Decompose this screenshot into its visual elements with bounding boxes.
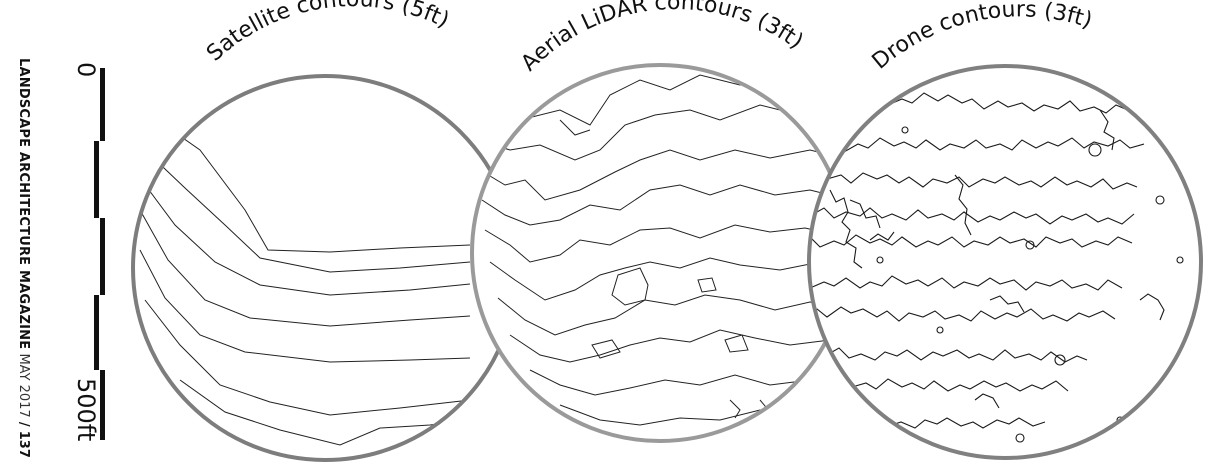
drone-title: Drone contours (3ft) xyxy=(868,0,1095,75)
scale-bar xyxy=(94,68,105,440)
aerial-lidar-contour-panel xyxy=(470,63,850,443)
satellite-title: Satellite contours (5ft) xyxy=(202,0,453,66)
drone-contour-panel xyxy=(807,64,1203,460)
satellite-contour-panel xyxy=(131,74,519,462)
